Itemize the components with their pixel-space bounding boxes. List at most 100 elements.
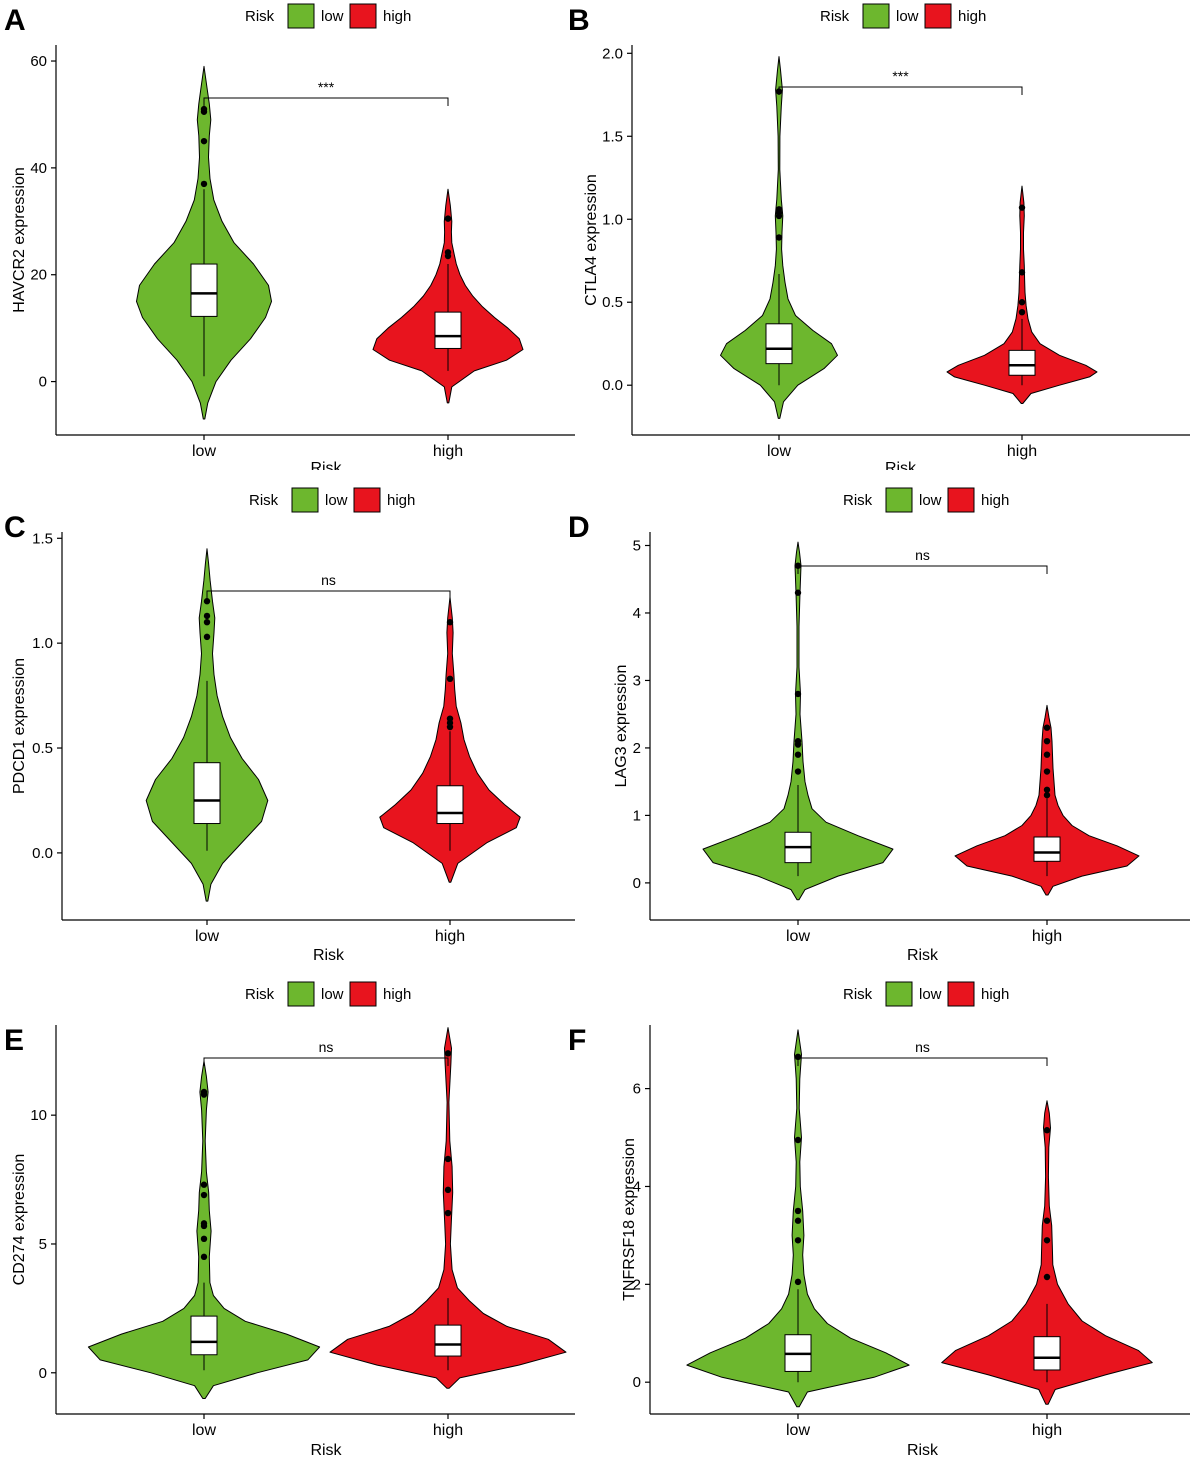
x-tick-label-low: low bbox=[767, 443, 791, 460]
legend-label-low: low bbox=[325, 492, 348, 509]
y-tick-label: 60 bbox=[30, 53, 47, 70]
significance-label: ns bbox=[321, 572, 336, 588]
box-high bbox=[436, 785, 464, 825]
significance-bracket bbox=[206, 590, 451, 599]
significance-bracket bbox=[797, 565, 1048, 574]
legend-swatch-low bbox=[287, 3, 315, 29]
outlier-point-low bbox=[203, 618, 211, 626]
outlier-point-low bbox=[775, 206, 783, 213]
legend-label-low: low bbox=[321, 8, 344, 25]
box-high bbox=[1033, 836, 1061, 862]
outlier-point-low bbox=[200, 1235, 208, 1243]
legend-swatch-high bbox=[353, 487, 381, 513]
legend-title: Risk bbox=[843, 986, 873, 1003]
panel-f: F Risk low high 0 2 4 6 TNFRSF18 expression low hi… bbox=[568, 981, 1190, 1459]
legend: Risk low high bbox=[820, 3, 986, 29]
legend-swatch-high bbox=[349, 981, 377, 1007]
outlier-point-low bbox=[794, 1278, 802, 1286]
outlier-point-high bbox=[444, 215, 452, 222]
legend-swatch-high bbox=[947, 981, 975, 1007]
significance-bracket bbox=[203, 1057, 449, 1066]
outlier-point-high bbox=[1043, 1127, 1051, 1134]
y-axis-title: TNFRSF18 expression bbox=[621, 1138, 638, 1301]
outlier-point-high bbox=[1043, 1273, 1051, 1281]
y-tick-label: 0 bbox=[39, 374, 47, 391]
legend-swatch-high bbox=[349, 3, 377, 29]
y-axis-title: LAG3 expression bbox=[613, 665, 630, 788]
significance-label: *** bbox=[892, 68, 909, 84]
outlier-point-high bbox=[1018, 204, 1026, 211]
outlier-point-low bbox=[794, 1217, 802, 1224]
outlier-point-low bbox=[200, 1253, 208, 1261]
panel-letter: C bbox=[4, 511, 26, 544]
y-tick-label: 0 bbox=[39, 1365, 47, 1382]
x-tick-label-high: high bbox=[433, 443, 463, 460]
x-tick-label-high: high bbox=[1032, 928, 1062, 945]
outlier-point-high bbox=[1043, 768, 1051, 775]
legend-label-high: high bbox=[958, 8, 986, 25]
outlier-point-low bbox=[200, 180, 208, 188]
significance-bracket bbox=[203, 97, 449, 106]
outlier-point-high bbox=[1043, 737, 1051, 745]
box-high bbox=[434, 1324, 462, 1357]
violin-low bbox=[702, 541, 894, 901]
x-tick-label-low: low bbox=[192, 1422, 216, 1439]
outlier-point-high bbox=[1043, 786, 1051, 793]
legend-title: Risk bbox=[245, 986, 275, 1003]
panel-d: D Risk low high 0 1 2 3 4 5 LAG3 expression low high… bbox=[568, 487, 1190, 964]
legend: Risk low high bbox=[843, 487, 1009, 513]
violin-low bbox=[87, 1060, 321, 1399]
y-tick-label: 4 bbox=[633, 605, 641, 622]
x-tick-label-low: low bbox=[195, 928, 219, 945]
y-tick-label: 2 bbox=[633, 740, 641, 757]
legend-label-low: low bbox=[919, 492, 942, 509]
y-tick-label: 6 bbox=[633, 1081, 641, 1098]
y-tick-label: 0 bbox=[633, 1374, 641, 1391]
x-axis-title: Risk bbox=[885, 460, 917, 477]
legend-swatch-low bbox=[862, 3, 890, 29]
x-tick-label-high: high bbox=[433, 1422, 463, 1439]
y-axis-title: CD274 expression bbox=[11, 1154, 28, 1286]
y-tick-label: 20 bbox=[30, 267, 47, 284]
y-tick-label: 0.0 bbox=[32, 845, 53, 862]
outlier-point-high bbox=[444, 1155, 452, 1163]
outlier-point-low bbox=[203, 598, 211, 605]
x-tick-label-high: high bbox=[1007, 443, 1037, 460]
significance-bracket bbox=[797, 1057, 1048, 1066]
significance-label: ns bbox=[915, 1039, 930, 1055]
y-tick-label: 1.5 bbox=[32, 530, 53, 547]
panel-letter: F bbox=[568, 1024, 586, 1057]
significance-label: ns bbox=[915, 547, 930, 563]
x-axis-title: Risk bbox=[313, 947, 345, 964]
legend-title: Risk bbox=[245, 8, 275, 25]
outlier-point-low bbox=[200, 105, 208, 113]
panel-b: B Risk low high 0.0 0.5 1.0 1.5 2.0 CTLA4 express… bbox=[568, 3, 1190, 477]
significance-label: ns bbox=[319, 1039, 334, 1055]
box-high bbox=[434, 311, 462, 349]
box-low bbox=[193, 762, 221, 825]
legend: Risk low high bbox=[843, 981, 1009, 1007]
y-axis-title: HAVCR2 expression bbox=[11, 167, 28, 313]
y-tick-label: 0.5 bbox=[602, 294, 623, 311]
outlier-point-high bbox=[1043, 791, 1051, 799]
outlier-point-high bbox=[444, 1050, 452, 1057]
box-low bbox=[765, 323, 793, 365]
panel-c: C Risk low high 0.0 0.5 1.0 1.5 PDCD1 expression… bbox=[4, 487, 575, 964]
y-tick-label: 5 bbox=[39, 1236, 47, 1253]
outlier-point-high bbox=[1043, 751, 1051, 758]
outlier-point-high bbox=[1018, 269, 1026, 276]
y-tick-label: 2 bbox=[633, 1276, 641, 1293]
outlier-point-high bbox=[446, 715, 454, 722]
outlier-point-high bbox=[446, 618, 454, 626]
outlier-point-low bbox=[794, 690, 802, 698]
x-tick-label-low: low bbox=[786, 928, 810, 945]
outlier-point-low bbox=[200, 1191, 208, 1199]
outlier-point-low bbox=[200, 1181, 208, 1188]
outlier-point-low bbox=[794, 751, 802, 758]
outlier-point-high bbox=[1018, 299, 1026, 306]
outlier-point-low bbox=[794, 589, 802, 596]
outlier-point-low bbox=[794, 737, 802, 745]
y-tick-label: 5 bbox=[633, 537, 641, 554]
